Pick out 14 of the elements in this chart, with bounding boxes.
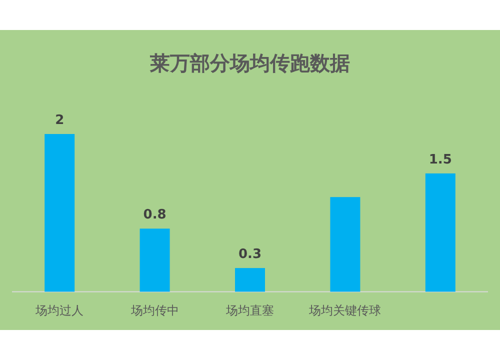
bar <box>330 197 360 292</box>
data-label: 0.8 <box>143 208 166 223</box>
x-tick-label: 场均直塞 <box>225 304 274 318</box>
data-label: 2 <box>55 113 64 128</box>
x-tick-label: 场均关键传球 <box>308 304 382 318</box>
x-tick-label: 场均传中 <box>130 304 179 318</box>
data-label: 0.3 <box>238 247 262 262</box>
bar <box>140 228 170 292</box>
bar <box>44 134 75 292</box>
x-tick-label: 场均过人 <box>34 304 84 318</box>
bar <box>235 268 265 292</box>
chart-title: 莱万部分场均传跑数据 <box>149 51 350 75</box>
data-label: 1.5 <box>428 152 452 168</box>
bar <box>425 173 456 292</box>
